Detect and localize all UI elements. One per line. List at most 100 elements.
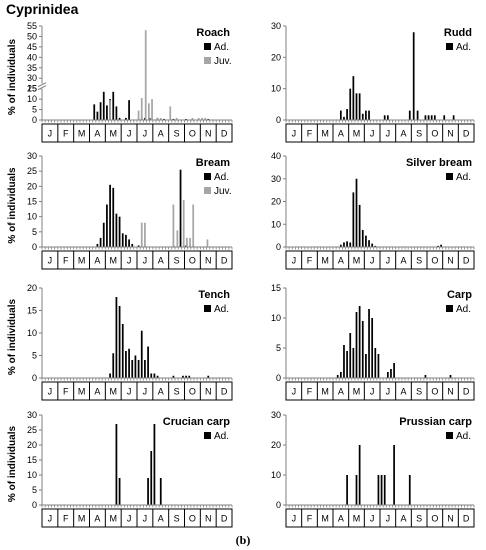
bar — [112, 187, 115, 247]
legend-swatch — [204, 305, 211, 312]
month-label: S — [416, 514, 422, 524]
y-tick-label: 25 — [27, 166, 37, 176]
month-label: A — [338, 514, 344, 524]
bar — [115, 424, 118, 505]
bar — [150, 373, 153, 378]
bar — [371, 243, 374, 247]
month-label: F — [307, 129, 313, 139]
y-tick-label: 50 — [27, 31, 37, 41]
bar — [346, 475, 348, 505]
bar — [343, 345, 345, 378]
legend-label: Ad. — [214, 431, 229, 442]
month-label: J — [386, 387, 391, 397]
month-label: D — [221, 256, 228, 266]
month-label: J — [370, 514, 375, 524]
y-tick-label: 10 — [271, 84, 281, 94]
bar — [148, 103, 150, 120]
bar — [144, 30, 147, 120]
bar — [349, 88, 352, 120]
month-label: D — [221, 514, 228, 524]
month-label: A — [158, 129, 164, 139]
month-label: S — [174, 129, 180, 139]
bar — [118, 117, 121, 120]
y-tick-label: 15 — [27, 197, 37, 207]
month-label: A — [94, 129, 100, 139]
bar — [390, 369, 392, 378]
bar — [159, 478, 162, 505]
y-tick-label: 40 — [271, 151, 281, 161]
month-label: F — [307, 514, 313, 524]
month-label: O — [431, 387, 438, 397]
month-label: J — [48, 256, 53, 266]
month-label: J — [370, 387, 375, 397]
month-label: N — [447, 514, 454, 524]
panel-title: Bream — [196, 157, 230, 169]
y-axis-label: % of individuals — [7, 167, 18, 244]
bar — [125, 351, 127, 378]
month-label: A — [94, 514, 100, 524]
month-label: M — [110, 256, 118, 266]
bar — [412, 32, 415, 121]
bar — [96, 111, 99, 120]
month-label: A — [400, 256, 406, 266]
bar — [355, 93, 358, 120]
legend-swatch — [446, 43, 453, 50]
y-tick-label: 25 — [27, 84, 37, 94]
month-label: M — [353, 129, 361, 139]
y-tick-label: 15 — [27, 455, 37, 465]
month-label: N — [205, 256, 212, 266]
month-label: D — [463, 387, 470, 397]
month-label: D — [463, 129, 470, 139]
y-tick-label: 20 — [271, 52, 281, 62]
month-label: A — [158, 256, 164, 266]
bar — [393, 445, 395, 505]
bar — [144, 360, 146, 378]
panel-title: Roach — [196, 27, 230, 39]
legend-swatch — [204, 43, 211, 50]
legend-label: Ad. — [456, 304, 471, 315]
y-tick-label: 5 — [32, 105, 37, 115]
bar — [449, 375, 452, 378]
month-label: S — [416, 256, 422, 266]
panel-title: Prussian carp — [399, 416, 472, 428]
panel-title: Tench — [198, 289, 230, 301]
month-label: M — [110, 129, 118, 139]
bar — [204, 117, 206, 120]
bar — [106, 105, 108, 120]
y-tick-label: 10 — [271, 470, 281, 480]
bar — [352, 348, 355, 378]
y-tick-label: 10 — [271, 313, 281, 323]
month-label: J — [292, 256, 297, 266]
bar — [144, 222, 146, 247]
bar — [346, 241, 348, 247]
month-label: N — [205, 514, 212, 524]
month-label: O — [189, 256, 196, 266]
bar — [128, 100, 130, 120]
bar — [452, 115, 455, 120]
y-tick-label: 30 — [27, 410, 37, 420]
bar — [137, 245, 140, 247]
legend-label: Ad. — [456, 431, 471, 442]
bar — [115, 297, 118, 378]
y-tick-label: 15 — [271, 283, 281, 293]
month-label: M — [321, 387, 329, 397]
month-label: J — [48, 387, 53, 397]
y-tick-label: 0 — [276, 500, 281, 510]
bar — [368, 309, 370, 378]
y-tick-label: 10 — [27, 328, 37, 338]
bar — [118, 216, 121, 247]
bar — [128, 239, 130, 247]
y-tick-label: 30 — [27, 151, 37, 161]
month-label: D — [463, 514, 470, 524]
y-tick-label: 40 — [27, 52, 37, 62]
month-label: S — [174, 514, 180, 524]
y-tick-label: 5 — [32, 485, 37, 495]
bar — [346, 351, 348, 378]
bar — [386, 115, 389, 120]
bar — [118, 478, 121, 505]
y-tick-label: 20 — [27, 283, 37, 293]
